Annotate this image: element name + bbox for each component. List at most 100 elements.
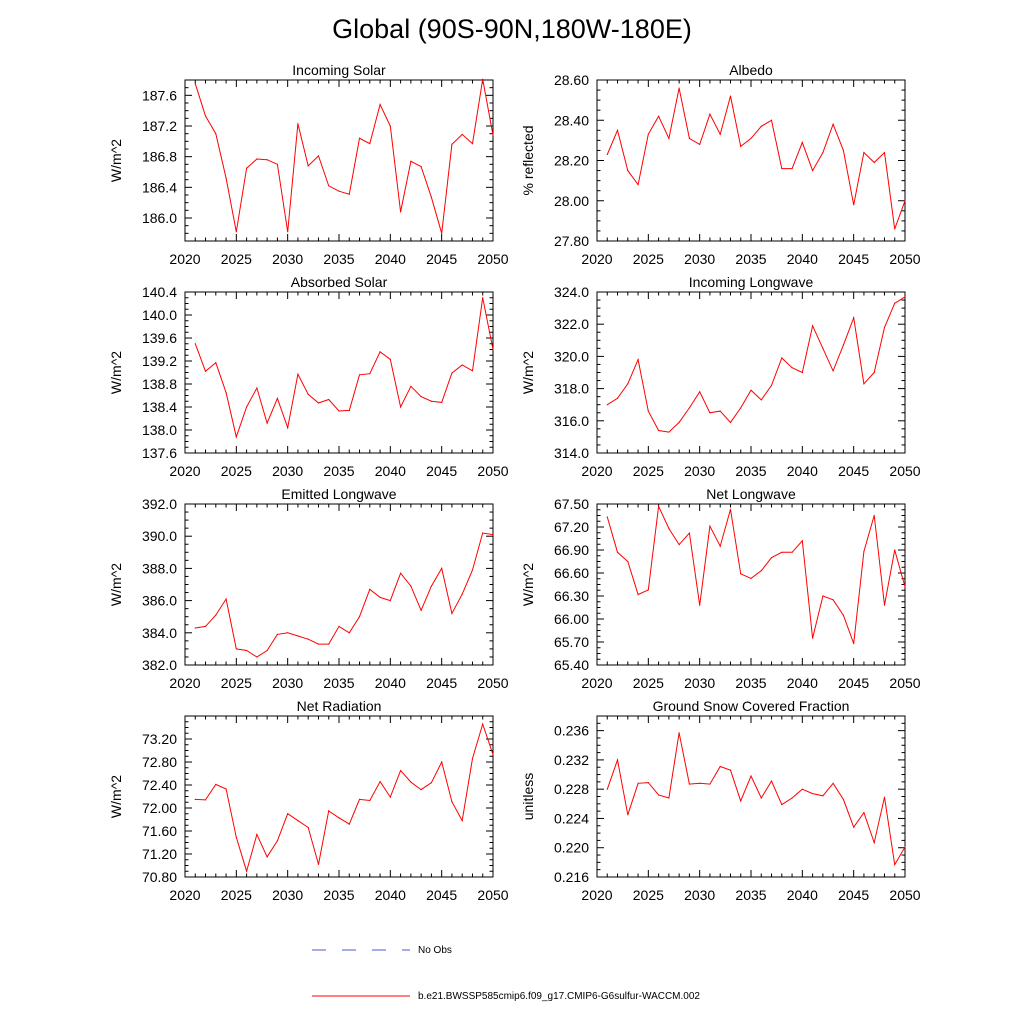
data-point (194, 798, 196, 800)
data-point (400, 572, 402, 574)
data-point (441, 567, 443, 570)
y-tick-label: 65.40 (554, 657, 589, 673)
x-tick-label: 2025 (221, 463, 252, 479)
data-point (873, 842, 875, 844)
y-tick-label: 28.20 (554, 153, 589, 169)
data-point (883, 796, 886, 798)
data-point (719, 545, 721, 547)
data-point (729, 95, 732, 97)
data-point (842, 344, 845, 346)
data-point (451, 612, 453, 615)
data-point (328, 398, 330, 401)
data-point (637, 593, 639, 596)
data-point (904, 846, 906, 848)
panel-title: Incoming Longwave (689, 274, 814, 290)
x-tick-label: 2020 (581, 463, 612, 479)
data-point (616, 551, 619, 553)
x-tick-label: 2020 (169, 675, 200, 691)
data-point (637, 782, 639, 784)
data-point (873, 371, 875, 374)
data-point (328, 643, 330, 645)
x-tick-label: 2040 (375, 251, 406, 267)
y-axis-label: % reflected (520, 125, 536, 195)
y-tick-label: 187.6 (142, 87, 177, 103)
data-point (194, 627, 196, 629)
y-tick-label: 0.232 (554, 752, 589, 768)
data-point (225, 788, 227, 790)
data-point (822, 151, 824, 154)
x-tick-label: 2040 (787, 887, 818, 903)
x-tick-label: 2045 (838, 463, 869, 479)
y-tick-label: 139.6 (142, 330, 177, 346)
x-tick-label: 2040 (787, 675, 818, 691)
data-point (215, 133, 217, 135)
data-point (482, 723, 484, 725)
data-point (894, 228, 896, 230)
data-point (266, 159, 268, 161)
x-tick-label: 2035 (323, 251, 354, 267)
y-tick-label: 186.0 (142, 210, 177, 226)
x-tick-label: 2035 (735, 675, 766, 691)
data-point (358, 137, 361, 139)
data-point (400, 770, 402, 772)
y-tick-label: 392.0 (142, 496, 177, 512)
y-tick-label: 72.80 (142, 754, 177, 770)
data-point (699, 782, 701, 784)
panel-1: Incoming Solar W/m^2 2020 2025 2030 2035 2040 2… (108, 62, 509, 267)
x-tick-label: 2040 (375, 675, 406, 691)
data-point (770, 119, 773, 121)
data-point (256, 387, 258, 389)
data-point (492, 348, 494, 351)
data-point (627, 383, 629, 385)
y-tick-label: 322.0 (554, 316, 589, 332)
data-point (729, 769, 732, 771)
data-point (647, 589, 649, 591)
data-point (256, 656, 258, 658)
x-tick-label: 2020 (581, 887, 612, 903)
y-tick-label: 72.40 (142, 777, 177, 793)
data-point (430, 782, 432, 784)
data-point (379, 351, 381, 353)
x-tick-label: 2040 (375, 463, 406, 479)
legend-model-label: b.e21.BWSSP585cmip6.f09_g17.CMIP6-G6sulf… (418, 991, 700, 1002)
data-point (461, 820, 463, 822)
y-tick-label: 138.8 (142, 376, 177, 392)
x-tick-label: 2035 (323, 675, 354, 691)
data-point (791, 551, 793, 553)
data-point (842, 614, 845, 616)
data-point (904, 296, 906, 298)
data-point (719, 410, 721, 412)
data-point (338, 817, 340, 819)
plot-frame (184, 715, 494, 878)
data-point (678, 87, 680, 89)
data-point (812, 792, 814, 795)
data-point (317, 863, 320, 865)
data-point (317, 155, 320, 157)
data-point (781, 357, 783, 359)
data-point (410, 781, 412, 783)
data-point (358, 374, 361, 376)
data-point (400, 406, 402, 408)
data-point (235, 836, 237, 838)
data-point (627, 169, 629, 172)
y-tick-label: 390.0 (142, 528, 177, 544)
x-tick-label: 2050 (889, 675, 920, 691)
series-line (606, 732, 906, 867)
data-point (256, 158, 258, 160)
data-point (389, 796, 391, 798)
data-point (338, 625, 340, 627)
panel-title: Ground Snow Covered Fraction (653, 698, 850, 714)
data-point (668, 137, 670, 139)
legend: No Obs b.e21.BWSSP585cmip6.f09_g17.CMIP6… (312, 945, 700, 1002)
y-tick-label: 67.50 (554, 496, 589, 512)
data-point (492, 533, 494, 536)
y-axis-label: W/m^2 (520, 563, 536, 606)
data-point (832, 599, 834, 601)
data-point (348, 409, 350, 412)
data-point (389, 600, 391, 602)
data-point (637, 359, 639, 361)
data-point (658, 115, 660, 117)
y-tick-label: 186.4 (142, 179, 177, 195)
data-point (256, 833, 258, 836)
data-point (369, 588, 371, 590)
